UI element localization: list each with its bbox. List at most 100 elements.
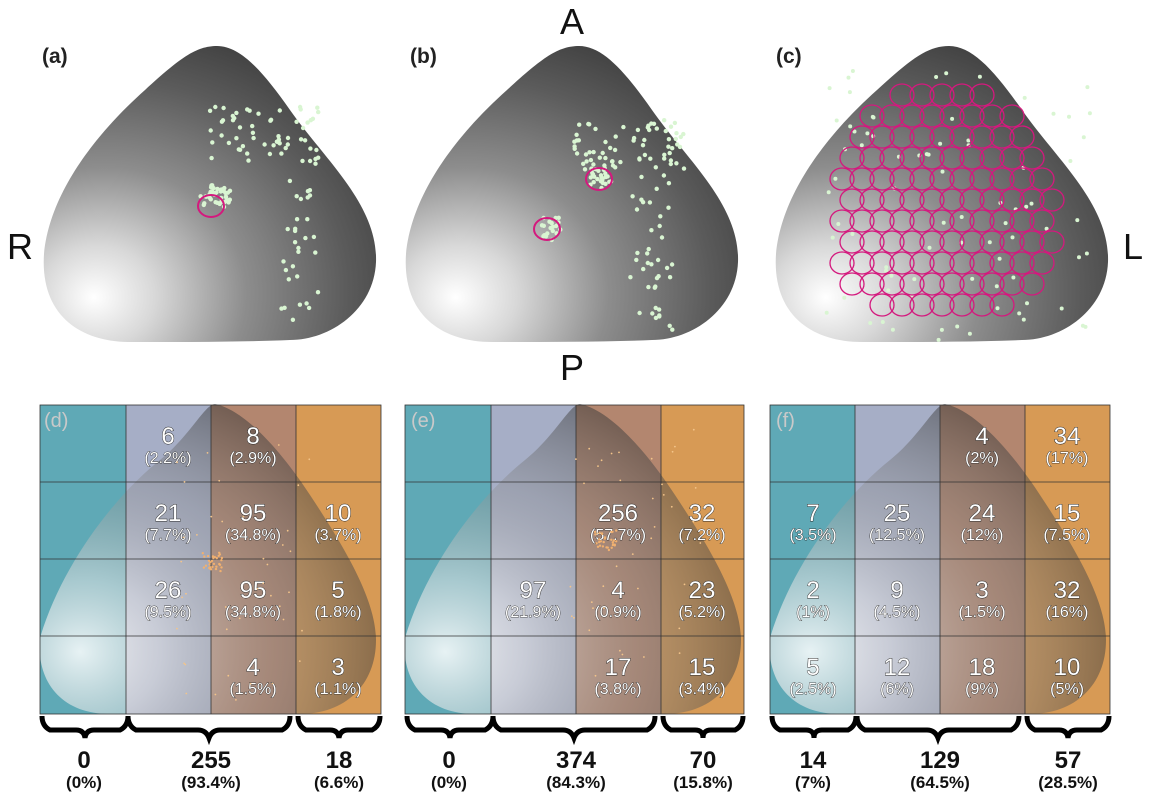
electrode-dot [826,190,831,195]
electrode-dot [651,497,654,500]
electrode-dot [647,200,653,205]
region-total: 129 [920,747,960,774]
electrode-dot [619,479,622,482]
electrode-dot [615,565,618,568]
cell-count: 10 [325,500,352,527]
electrode-dot [212,562,216,566]
electrode-dot [692,428,695,431]
electrode-dot [211,190,216,196]
electrode-dot [276,134,281,139]
electrode-dot [833,176,838,181]
electrode-dot [219,119,225,124]
roi-circle [989,209,1015,233]
region-percent: (0%) [431,773,467,792]
electrode-dot [262,557,265,560]
electrode-dot [651,121,657,127]
cell-counts: 256 (57.7%) 32 (7.2%) 97 (21.9%) 4 (0.9%… [505,500,726,699]
electrode-dot [577,122,582,127]
roi-circle [879,104,905,128]
electrode-dot [593,126,598,132]
electrode-dot [277,444,280,446]
electrode-dot [541,223,546,228]
electrode-dot [595,542,598,545]
cell-count: 34 [1054,423,1081,450]
roi-circle [889,251,915,275]
cell-count: 32 [1054,577,1081,604]
electrode-dot [599,540,603,543]
electrode-dot [306,305,312,311]
roi-circle [849,125,875,149]
roi-circle [839,146,865,170]
roi-circle [859,104,885,128]
electrode-dot [297,302,303,307]
electrode-dot [605,174,610,179]
electrode-dot [202,201,207,206]
electrode-dot [219,187,225,192]
electrode-dot [213,104,218,110]
cell-count: 95 [240,500,267,527]
electrode-dot [950,116,955,121]
cell-count: 23 [689,577,716,604]
electrode-dot [256,111,261,116]
electrode-dot [994,284,999,289]
cell-count: 15 [1054,500,1081,527]
roi-circle [999,104,1025,128]
roi-circle [849,251,875,275]
electrode-dot [298,196,304,202]
electrode-dot [582,167,588,172]
electrode-dot [847,90,852,95]
cell-percent: (4.5%) [873,604,920,621]
electrode-dot [576,138,581,143]
electrode-dot [285,135,291,141]
electrode-dot [224,606,227,608]
roi-circle [929,293,955,317]
electrode-dot [293,226,298,231]
cell-count: 5 [806,654,819,681]
electrode-dot [609,159,615,164]
electrode-dot [612,539,616,542]
electrode-dot [934,75,939,79]
electrode-dot [208,197,213,202]
electrode-dot [628,275,633,280]
electrode-dot [966,138,971,143]
roi-circle [979,230,1005,254]
electrode-dot [296,249,301,254]
roi-circle [909,209,935,233]
roi-circle [949,167,975,191]
roi-circle [979,146,1005,170]
roi-circle [829,209,855,233]
electrode-dot [1017,311,1022,316]
electrode-dot [588,175,593,180]
electrode-dot [210,559,214,563]
electrode-dot [673,136,678,142]
electrode-dot [300,158,305,164]
electrode-dot [298,660,301,662]
electrode-dot [1029,201,1034,206]
electrode-dot [196,534,198,536]
region-grid [39,404,382,715]
electrode-dot [649,262,654,267]
region-percent: (15.8%) [673,773,733,792]
electrode-dot [210,515,213,518]
cell-count: 8 [246,423,259,450]
electrode-dot [1022,95,1027,100]
electrode-dot [886,288,891,293]
electrode-dot [207,108,213,114]
electrode-dot [607,548,611,552]
roi-circle [969,209,995,233]
electrode-dot [182,536,185,539]
electrode-dot [314,147,319,153]
electrode-dot [610,546,613,549]
electrode-dot [218,563,222,566]
electrode-dot [581,161,586,166]
electrode-dot [678,134,683,140]
electrode-dot [238,617,241,620]
panel-label: (f) [776,410,795,432]
cell-count: 95 [240,577,267,604]
electrode-dot [249,682,252,685]
electrode-dot [852,129,857,134]
electrode-dot [653,526,656,528]
electrode-dot [185,692,188,695]
electrode-dot [278,605,281,608]
electrode-dot [850,69,855,73]
